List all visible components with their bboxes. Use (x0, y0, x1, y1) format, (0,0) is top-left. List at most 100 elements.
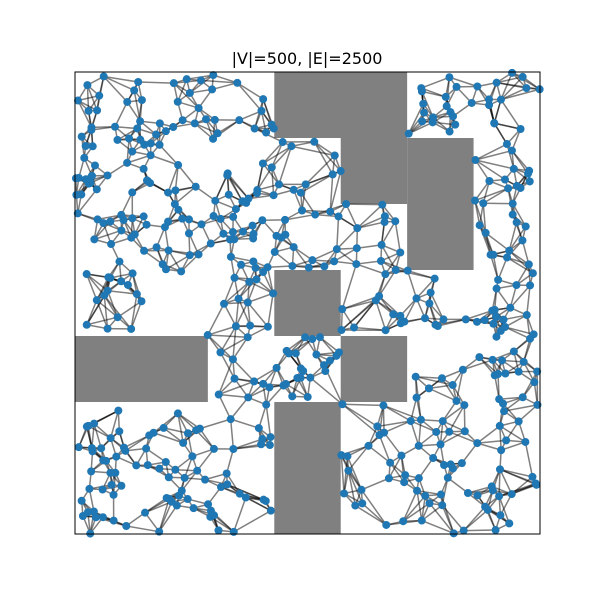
graph-edge (416, 489, 442, 496)
graph-vertex (416, 415, 425, 424)
graph-edge (247, 279, 258, 303)
graph-vertex (239, 227, 248, 236)
graph-vertex (211, 196, 220, 205)
graph-vertex (490, 371, 499, 380)
graph-vertex (125, 134, 134, 143)
graph-vertex (404, 129, 413, 138)
graph-vertex (133, 124, 142, 133)
graph-vertex (325, 356, 334, 365)
graph-edge (126, 154, 151, 164)
graph-edge (223, 303, 237, 327)
plot-frame (74, 71, 541, 535)
graph-edge (500, 76, 524, 101)
graph-vertex (183, 495, 192, 504)
graph-vertex (258, 216, 267, 225)
graph-vertex (338, 305, 347, 314)
obstacle-3 (407, 138, 474, 270)
graph-vertex (194, 250, 203, 259)
graph-vertex (162, 494, 171, 503)
graph-vertex (246, 321, 255, 330)
graph-vertex (358, 499, 367, 508)
graph-edge (219, 325, 237, 353)
graph-edge (389, 462, 405, 483)
graph-vertex (259, 95, 268, 104)
graph-vertex (289, 185, 298, 194)
graph-vertex (425, 499, 434, 508)
graph-vertex (243, 298, 252, 307)
graph-edge (131, 273, 143, 302)
graph-edge (475, 143, 508, 161)
graph-edge (177, 412, 197, 431)
graph-edge (383, 432, 403, 457)
graph-vertex (467, 98, 476, 107)
graph-edge (440, 494, 455, 534)
graph-vertex (84, 421, 93, 430)
graph-vertex (266, 506, 275, 515)
graph-vertex (518, 72, 527, 81)
graph-edge (515, 263, 530, 286)
graph-vertex (106, 434, 115, 443)
graph-vertex (107, 480, 116, 489)
graph-vertex (526, 334, 535, 343)
graph-vertex (263, 322, 272, 331)
graph-edge (233, 497, 247, 533)
graph-vertex (315, 333, 324, 342)
graph-edge (207, 334, 234, 360)
graph-edge (313, 141, 334, 175)
graph-edge (130, 293, 138, 330)
graph-edge (342, 403, 384, 407)
graph-vertex (229, 445, 238, 454)
graph-edge (428, 502, 455, 534)
graph-edge (211, 82, 238, 91)
graph-vertex (436, 490, 445, 499)
graph-edge (266, 267, 274, 294)
graph-vertex (334, 212, 343, 221)
graph-edge (106, 290, 119, 318)
graph-vertex (140, 246, 149, 255)
graph-edge (278, 145, 293, 185)
graph-edge (384, 252, 401, 275)
graph-edge (428, 384, 453, 390)
graph-vertex (504, 184, 513, 193)
graph-vertex (193, 466, 202, 475)
graph-edge (403, 298, 418, 323)
graph-vertex (495, 421, 504, 430)
graph-edge (499, 425, 502, 451)
graph-vertex (267, 163, 276, 172)
graph-vertex (473, 491, 482, 500)
graph-vertex (412, 294, 421, 303)
graph-vertex (272, 363, 281, 372)
graph-edge (416, 490, 423, 521)
graph-vertex (481, 502, 490, 511)
graph-vertex (406, 416, 415, 425)
graph-vertex (229, 527, 238, 536)
graph-vertex (425, 299, 434, 308)
graph-vertex (525, 177, 534, 186)
graph-edge (442, 404, 465, 422)
graph-edge (96, 299, 109, 329)
graph-vertex (196, 76, 205, 85)
graph-vertex (136, 135, 145, 144)
graph-edge (86, 316, 118, 326)
graph-vertex (518, 236, 527, 245)
graph-vertex (122, 521, 131, 530)
graph-edge (521, 240, 530, 265)
graph-vertex (299, 367, 308, 376)
graph-edge (230, 418, 260, 429)
graph-vertex (257, 440, 266, 449)
graph-vertex (505, 246, 514, 255)
graph-edge (383, 404, 412, 422)
graph-vertex (185, 251, 194, 260)
graph-edge (499, 468, 537, 486)
graph-vertex (532, 480, 541, 489)
graph-edge (235, 302, 249, 327)
graph-vertex (177, 267, 186, 276)
graph-vertex (400, 478, 409, 487)
graph-vertex (452, 396, 461, 405)
graph-edge (97, 214, 122, 221)
graph-vertex (111, 122, 120, 131)
graph-vertex (214, 390, 223, 399)
graph-vertex (274, 180, 283, 189)
graph-vertex (337, 326, 346, 335)
graph-edge (103, 294, 132, 330)
